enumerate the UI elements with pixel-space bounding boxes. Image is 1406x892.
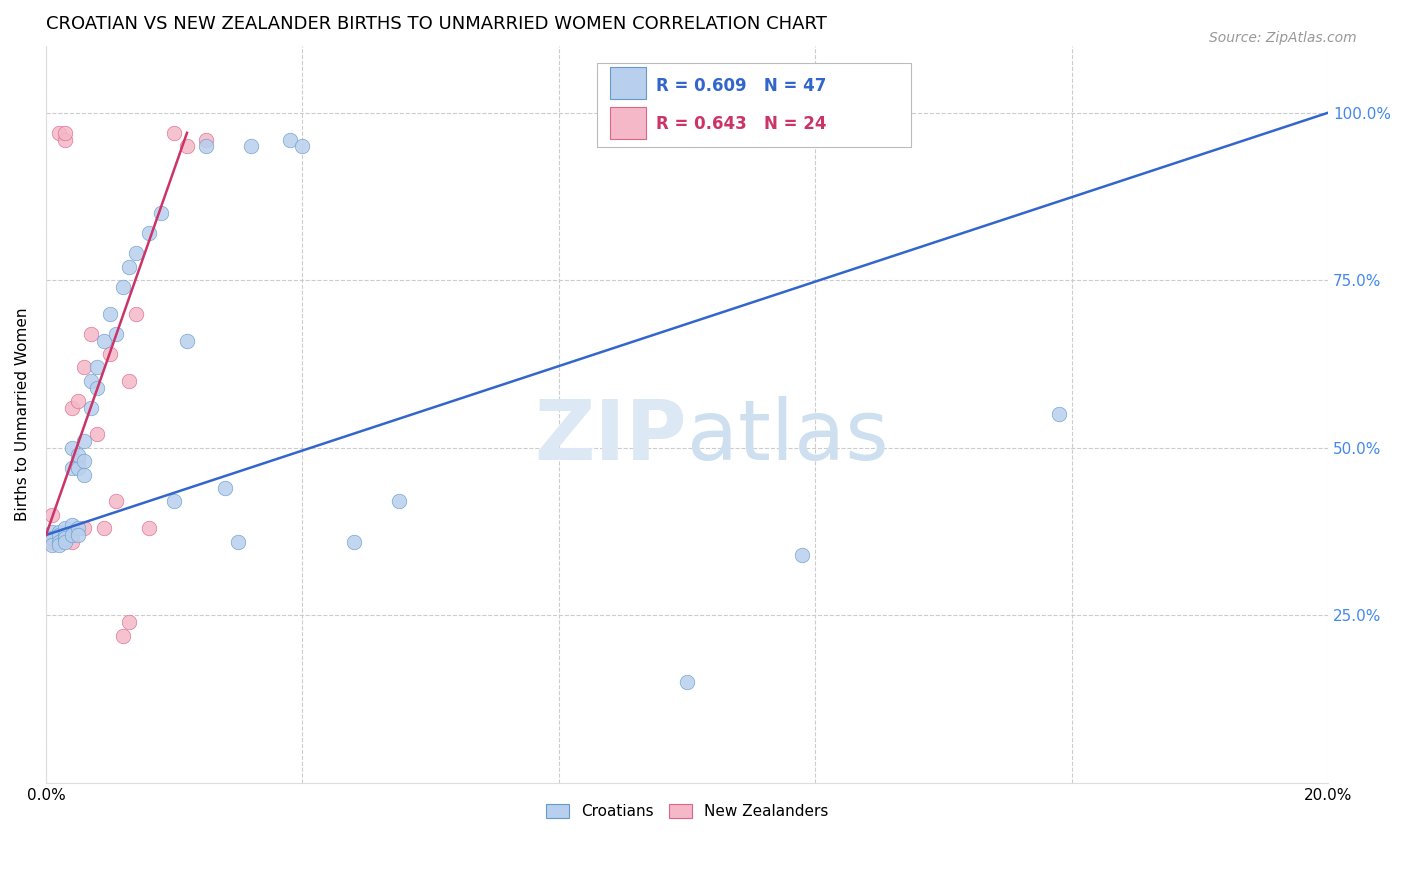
Point [66,521,89,535]
Point [41,508,63,522]
Point [387,494,409,508]
Point [86,360,108,375]
Y-axis label: Births to Unmarried Women: Births to Unmarried Women [15,308,30,521]
Point [86,380,108,394]
Point [73,454,96,468]
Legend: Croatians, New Zealanders: Croatians, New Zealanders [538,797,837,827]
Point [343,534,366,549]
Point [60,461,83,475]
Point [73,521,96,535]
Point [105,494,128,508]
Point [66,393,89,408]
Point [53,521,76,535]
Point [60,518,83,533]
Text: Source: ZipAtlas.com: Source: ZipAtlas.com [1209,31,1357,45]
Point [41,532,63,546]
Point [111,280,134,294]
Point [53,534,76,549]
Point [226,534,249,549]
Point [66,454,89,468]
FancyBboxPatch shape [610,68,645,99]
Point [48,528,70,542]
Text: atlas: atlas [688,396,889,477]
Point [80,374,103,388]
Point [150,206,173,220]
Point [86,427,108,442]
Point [125,307,148,321]
Point [48,534,70,549]
Point [41,538,63,552]
Point [176,139,198,153]
Point [60,528,83,542]
Point [48,538,70,552]
Point [214,481,236,495]
Point [53,132,76,146]
Point [60,401,83,415]
Point [118,374,141,388]
Point [93,521,115,535]
Point [73,467,96,482]
Point [278,132,301,146]
Point [118,260,141,274]
Point [66,461,89,475]
Point [66,448,89,462]
Point [291,139,314,153]
Point [41,524,63,539]
Point [73,360,96,375]
Point [138,521,160,535]
Point [60,441,83,455]
Point [66,528,89,542]
Point [93,334,115,348]
Point [138,227,160,241]
Point [80,401,103,415]
Point [195,132,218,146]
Text: CROATIAN VS NEW ZEALANDER BIRTHS TO UNMARRIED WOMEN CORRELATION CHART: CROATIAN VS NEW ZEALANDER BIRTHS TO UNMA… [46,15,827,33]
FancyBboxPatch shape [610,107,645,139]
Point [53,532,76,546]
Text: ZIP: ZIP [534,396,688,477]
Point [163,126,186,140]
Point [111,629,134,643]
Point [98,347,121,361]
Point [41,534,63,549]
FancyBboxPatch shape [598,62,911,147]
Point [676,675,699,690]
Point [48,524,70,539]
Point [53,528,76,542]
Point [48,126,70,140]
Point [240,139,263,153]
Point [163,494,186,508]
Point [98,307,121,321]
Point [176,334,198,348]
Point [118,615,141,629]
Point [80,326,103,341]
Point [53,126,76,140]
Text: R = 0.609   N = 47: R = 0.609 N = 47 [657,78,827,95]
Point [73,434,96,449]
Point [60,534,83,549]
Point [1047,408,1070,422]
Text: R = 0.643   N = 24: R = 0.643 N = 24 [657,115,827,133]
Point [105,326,128,341]
Point [125,246,148,260]
Point [195,139,218,153]
Point [792,548,814,562]
